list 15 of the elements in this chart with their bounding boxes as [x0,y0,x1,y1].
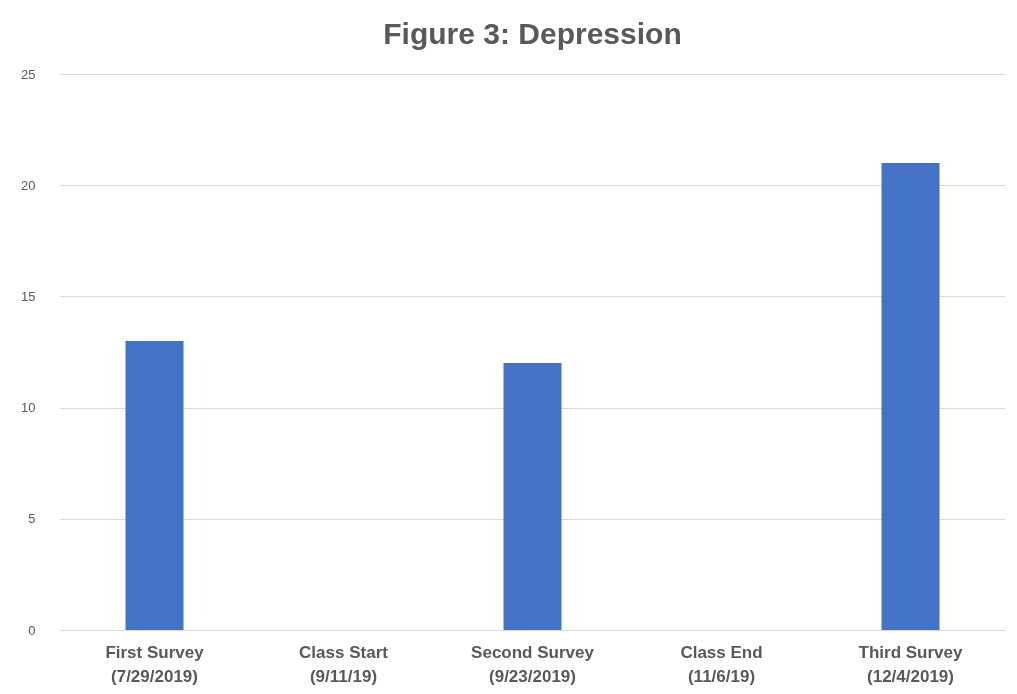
bar [503,363,562,630]
x-tick-label: Class End (11/6/19) [680,642,763,686]
x-tick-label: First Survey (7/29/2019) [105,642,205,686]
x-tick-label: Class Start (9/11/19) [299,642,389,686]
y-tick-label: 0 [28,622,36,638]
bar [881,162,940,630]
x-tick-label: Second Survey (9/23/2019) [471,642,595,686]
bar [125,340,184,630]
chart-title: Figure 3: Depression [383,17,682,50]
x-tick-label: Third Survey (12/4/2019) [858,642,963,686]
y-tick-label: 5 [28,511,36,527]
y-tick-label: 20 [21,177,36,193]
y-tick-label: 15 [21,288,36,304]
y-tick-label: 25 [21,66,36,82]
y-tick-label: 10 [21,400,36,416]
